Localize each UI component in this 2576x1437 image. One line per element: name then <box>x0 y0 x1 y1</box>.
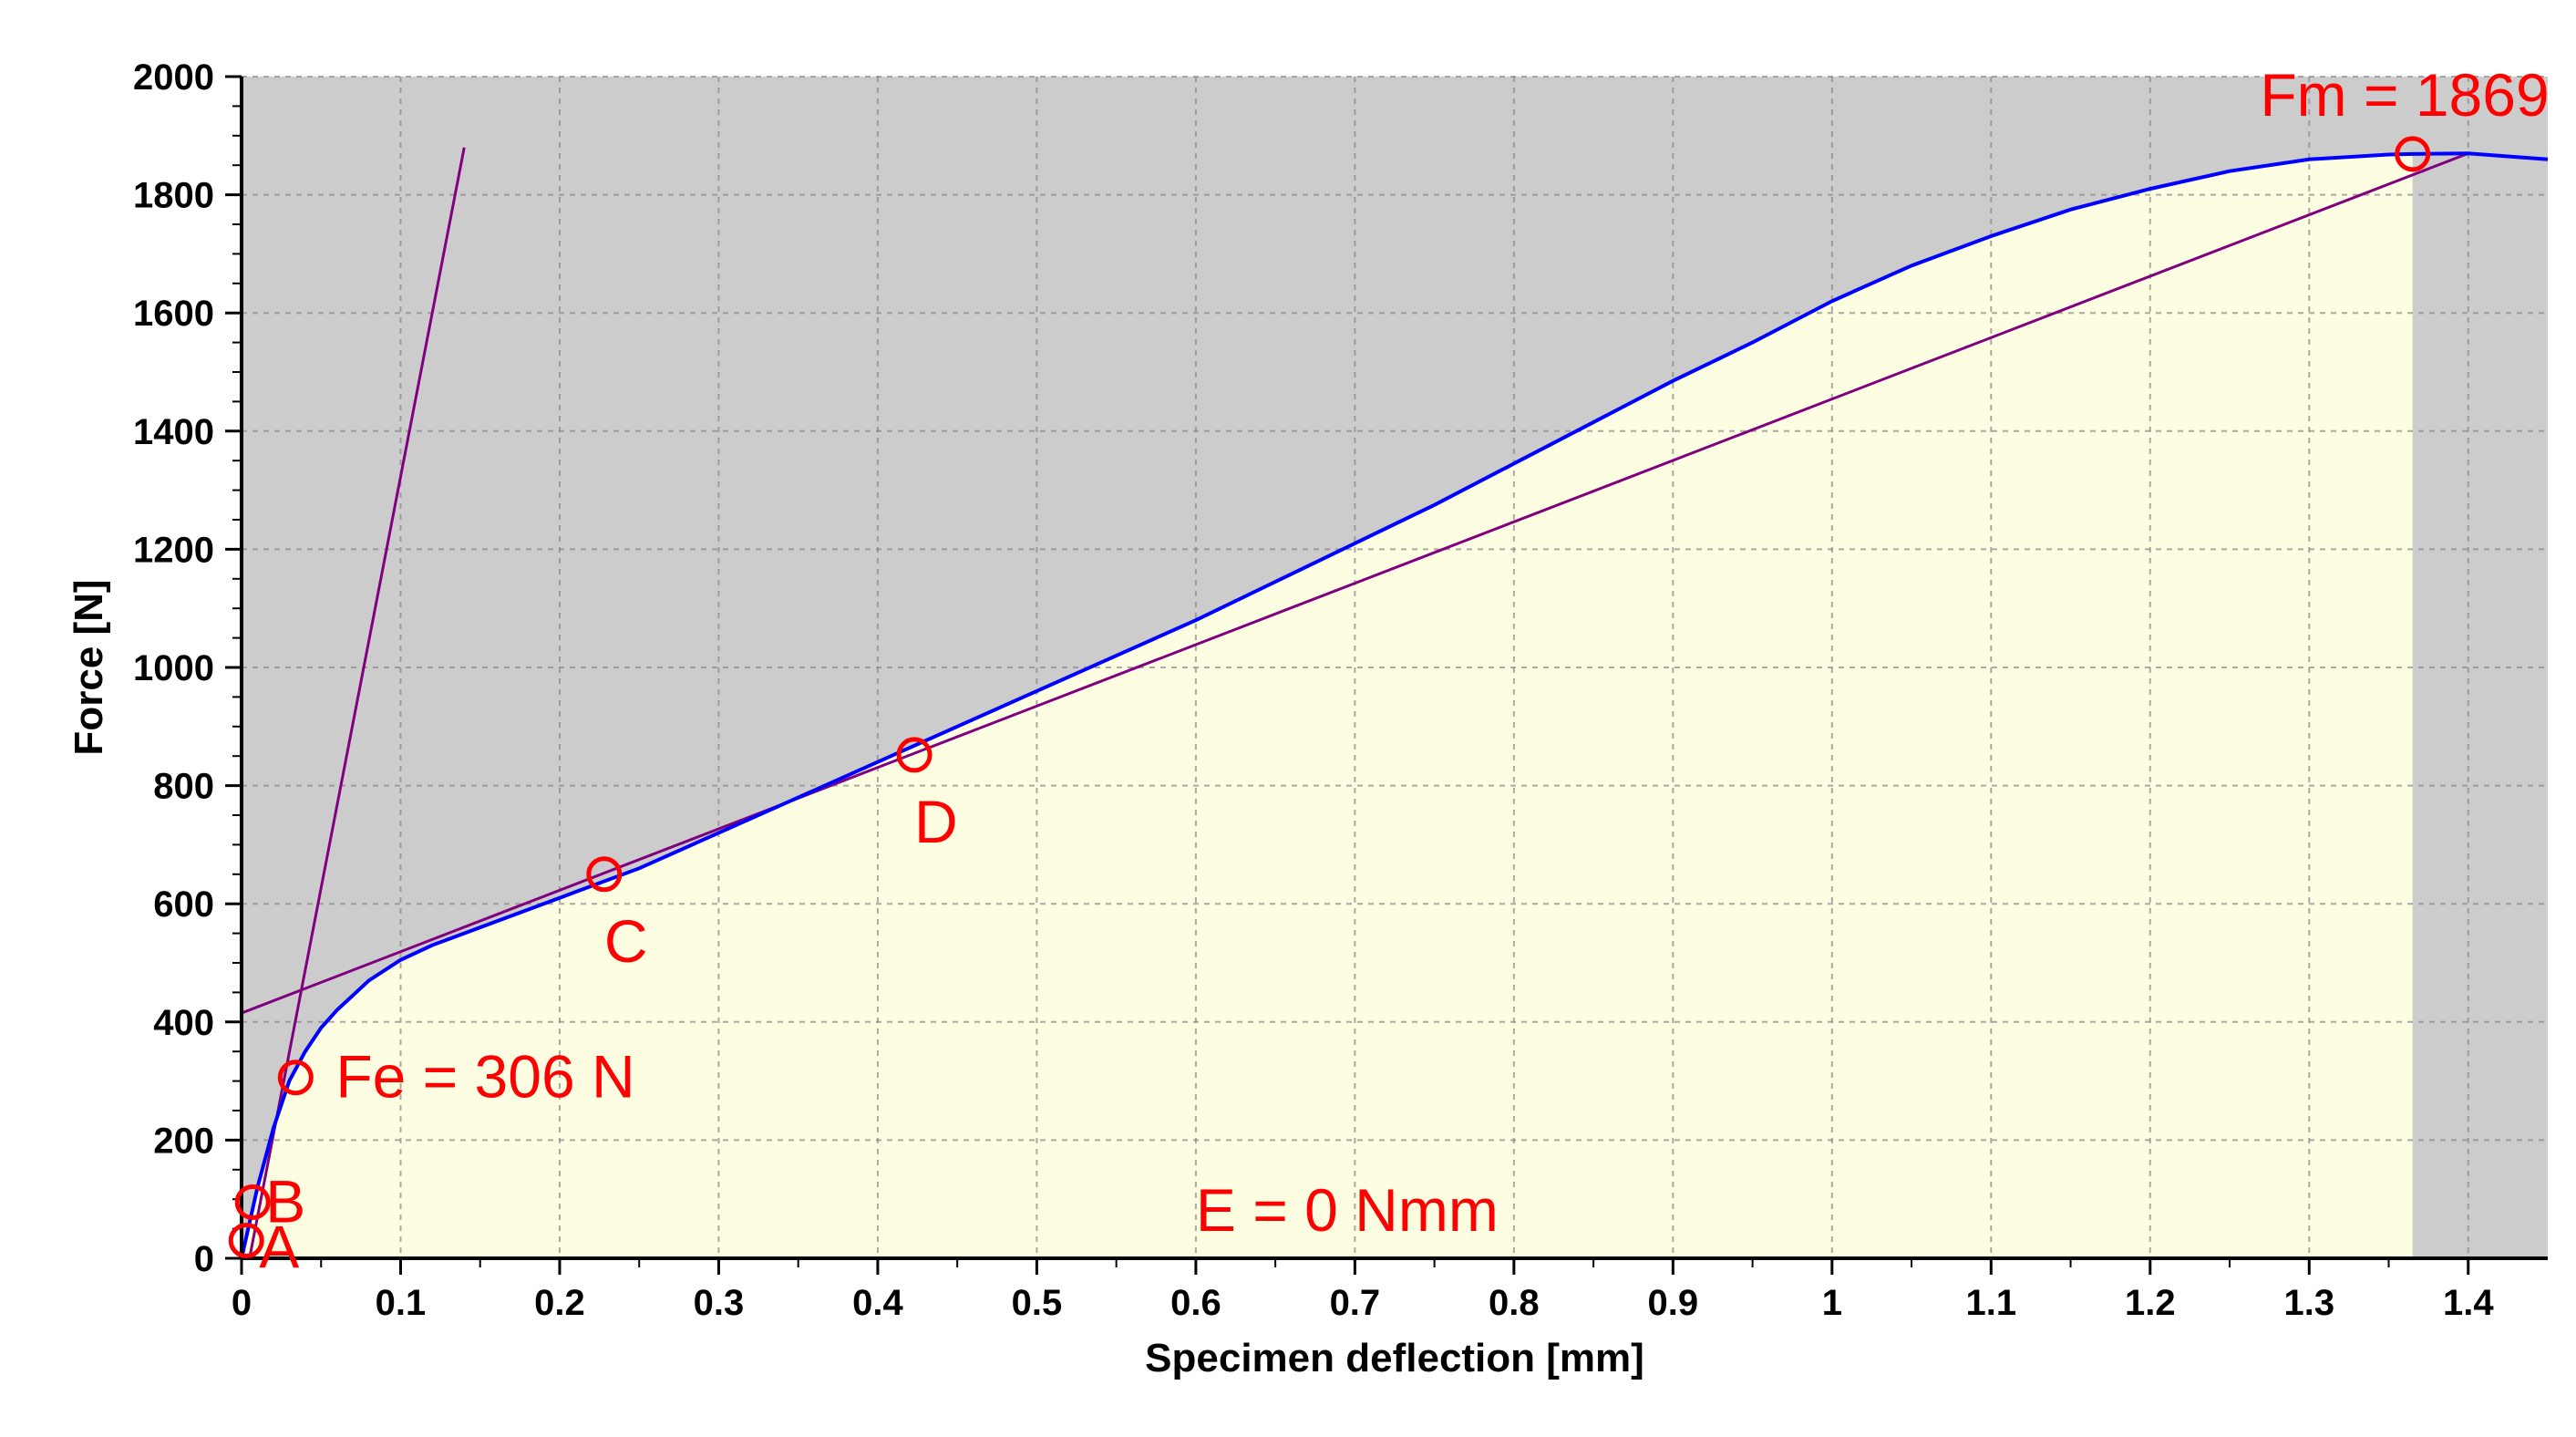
force-deflection-curve <box>240 151 2549 1259</box>
point-marker <box>234 1184 271 1220</box>
energy-area-fill <box>242 153 2413 1259</box>
x-tick-label: 1.1 <box>1966 1283 2017 1323</box>
y-tick-label: 1800 <box>133 176 214 216</box>
point-label: Fe = 306 N <box>335 1043 634 1111</box>
point-marker <box>277 1060 314 1096</box>
x-tick-label: 0.7 <box>1330 1283 1381 1323</box>
point-marker <box>2395 136 2431 172</box>
point-marker <box>896 737 933 773</box>
x-axis-title: Specimen deflection [mm] <box>1145 1336 1644 1380</box>
point-label: A <box>259 1214 299 1281</box>
x-tick-label: 0.3 <box>694 1283 745 1323</box>
x-tick-label: 1.3 <box>2283 1283 2334 1323</box>
energy-annotation: E = 0 Nmm <box>1196 1176 1499 1244</box>
x-tick-label: 0.1 <box>376 1283 427 1323</box>
point-label: Fm = 1869 <box>2260 61 2549 129</box>
tangent-line-1 <box>248 147 466 1259</box>
y-tick-label: 400 <box>153 1003 214 1043</box>
y-axis-title: Force [N] <box>67 579 111 755</box>
point-marker <box>586 856 623 893</box>
point-label: C <box>604 907 648 975</box>
x-tick-label: 0.2 <box>534 1283 585 1323</box>
x-tick-label: 1.4 <box>2443 1283 2494 1323</box>
x-tick-label: 1 <box>1822 1283 1842 1323</box>
y-tick-label: 1600 <box>133 294 214 334</box>
point-marker <box>228 1223 264 1259</box>
y-tick-label: 200 <box>153 1121 214 1161</box>
tangent-line-2 <box>241 151 2469 1015</box>
y-tick-label: 1200 <box>133 530 214 570</box>
x-tick-label: 1.2 <box>2125 1283 2176 1323</box>
y-tick-label: 0 <box>194 1239 214 1279</box>
x-tick-label: 0.6 <box>1170 1283 1221 1323</box>
y-tick-label: 800 <box>153 767 214 807</box>
point-label: B <box>265 1167 305 1235</box>
point-label: D <box>914 788 958 855</box>
x-tick-label: 0.5 <box>1012 1283 1063 1323</box>
y-tick-label: 2000 <box>133 57 214 98</box>
x-tick-label: 0.8 <box>1489 1283 1540 1323</box>
y-tick-label: 1000 <box>133 648 214 688</box>
y-tick-label: 1400 <box>133 412 214 452</box>
y-tick-label: 600 <box>153 884 214 925</box>
x-tick-label: 0 <box>232 1283 252 1323</box>
x-tick-label: 0.4 <box>852 1283 903 1323</box>
x-tick-label: 0.9 <box>1648 1283 1699 1323</box>
